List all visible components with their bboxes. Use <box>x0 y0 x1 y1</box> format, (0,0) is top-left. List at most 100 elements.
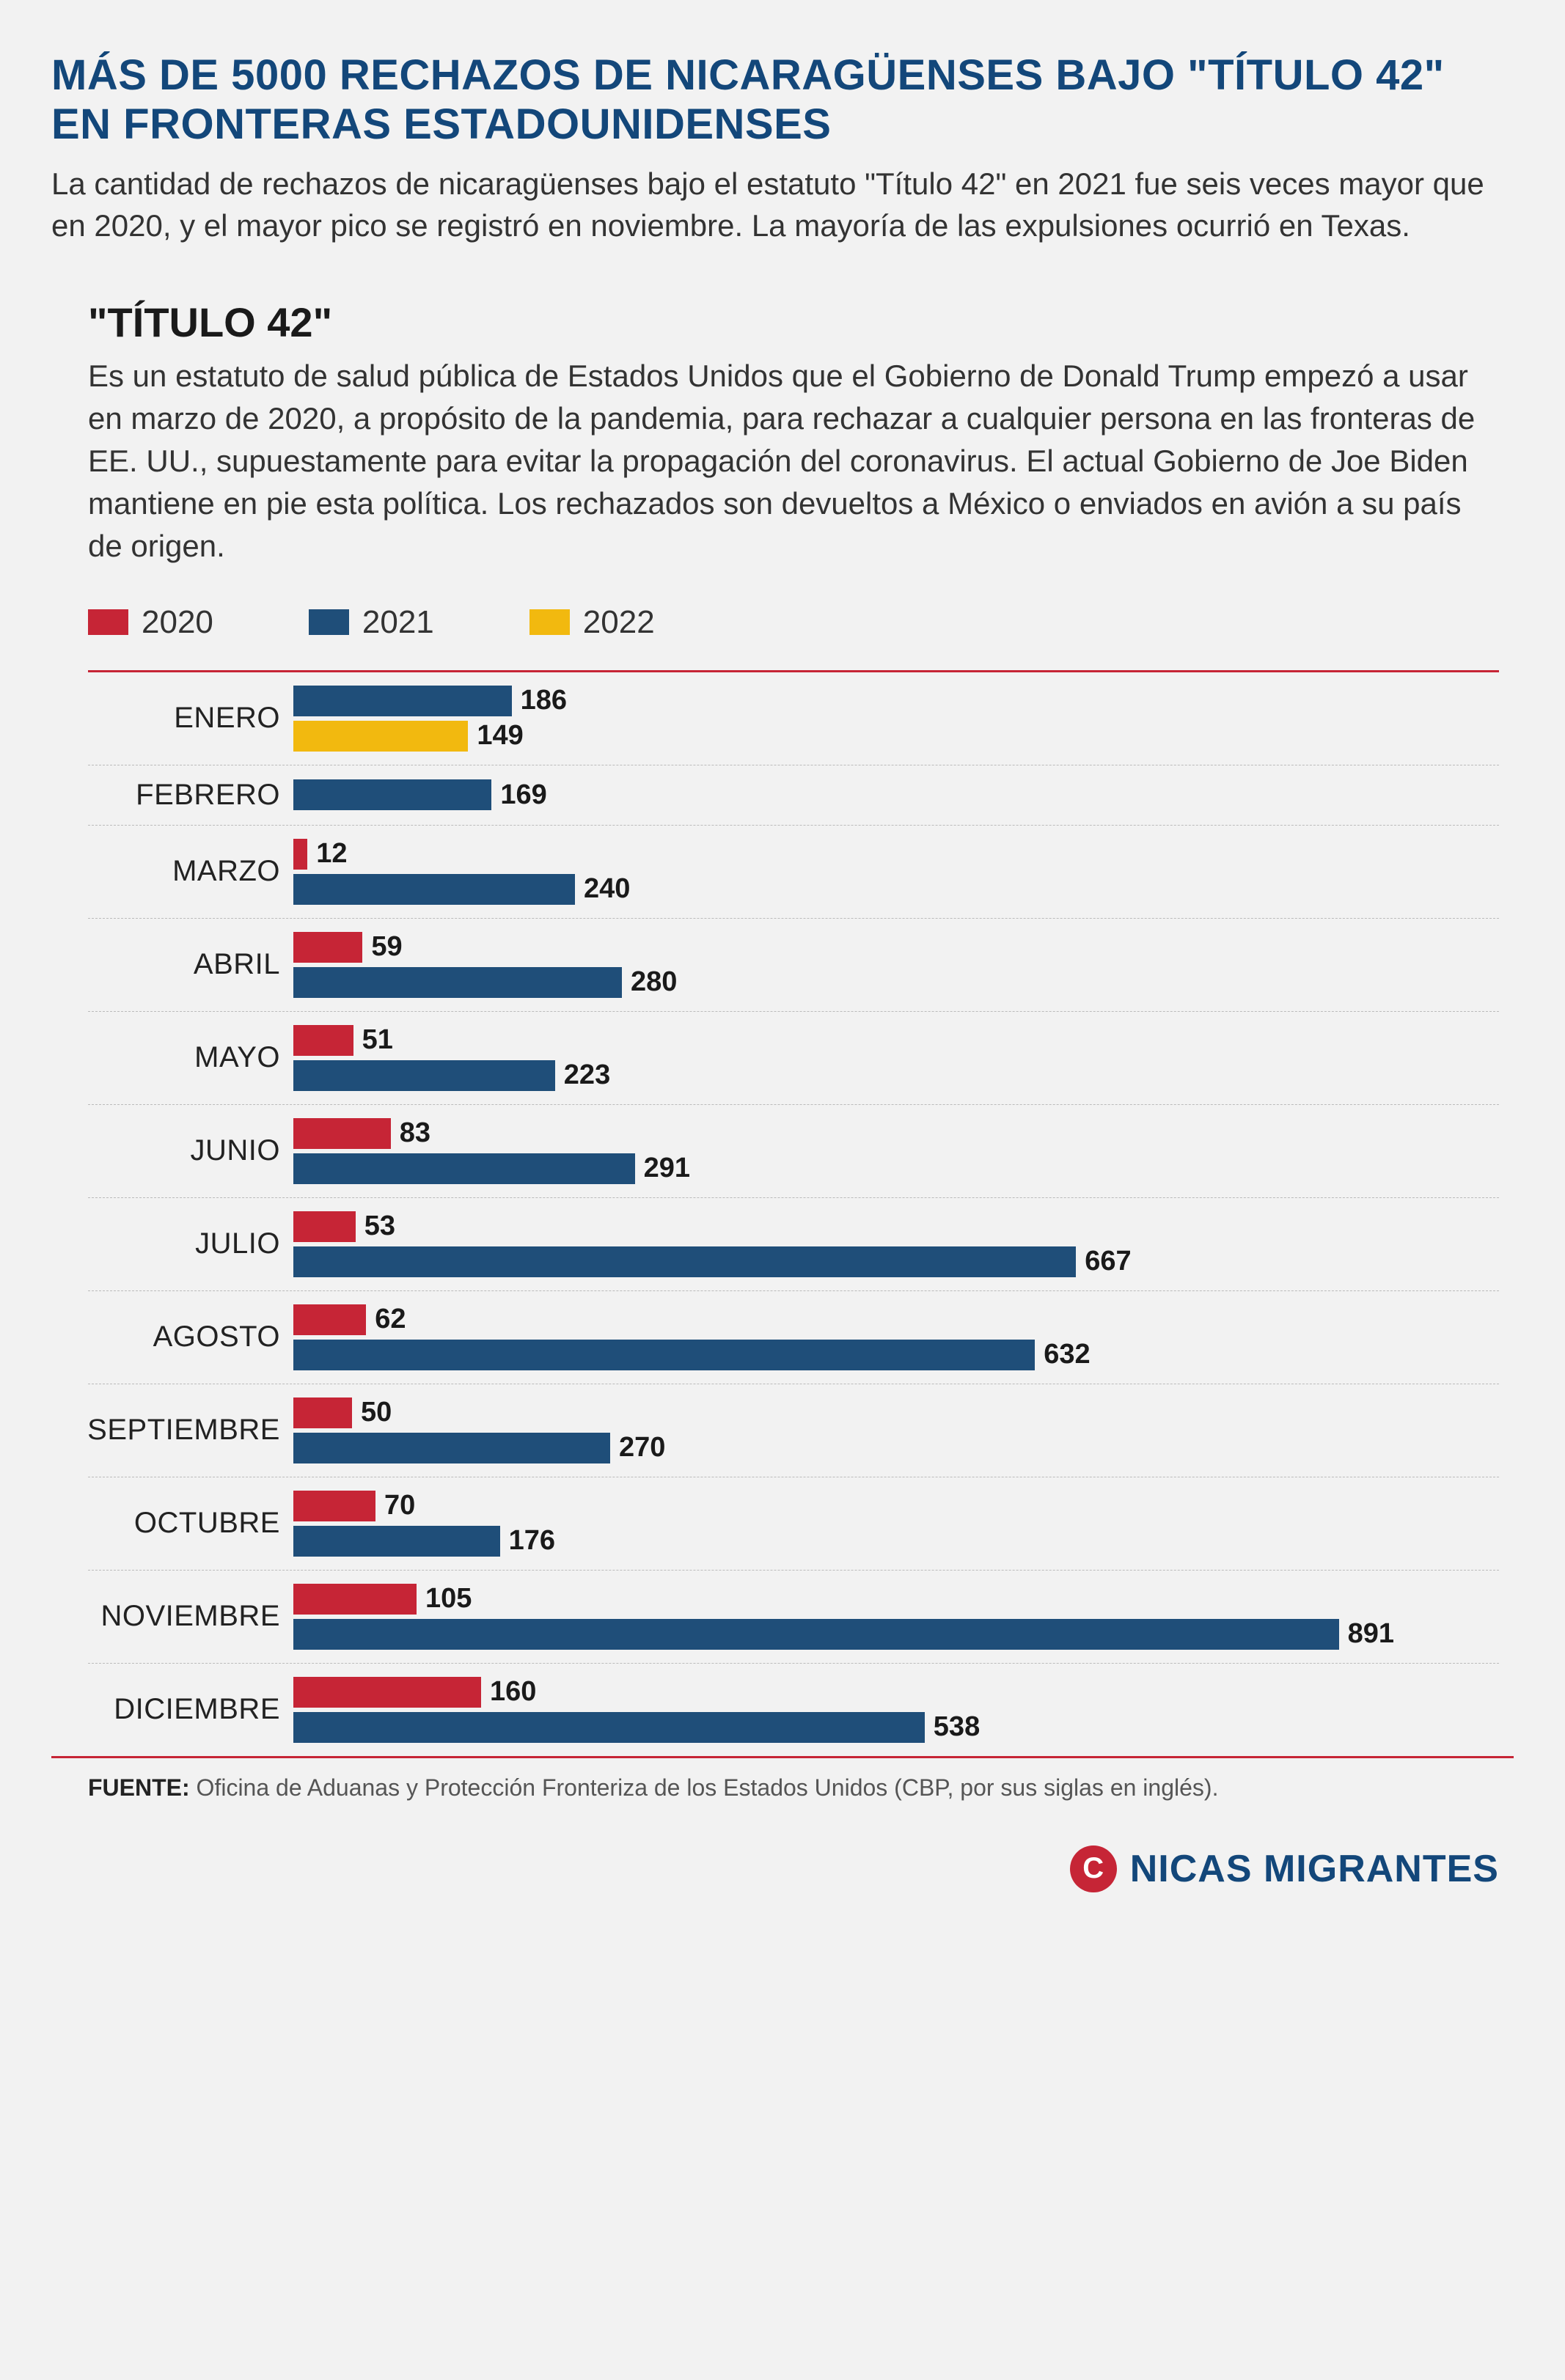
bar <box>293 1340 1035 1370</box>
bar-line-y2022: 149 <box>293 721 1499 752</box>
bars-group: 105891 <box>293 1584 1499 1650</box>
bar <box>293 686 512 716</box>
footer: C NICAS MIGRANTES <box>51 1845 1514 1892</box>
legend-swatch <box>309 609 349 635</box>
bar-line-y2020: 51 <box>293 1025 1499 1056</box>
chart-legend: 2020 2021 2022 <box>88 604 1514 641</box>
bar-line-y2021: 169 <box>293 779 1499 810</box>
source-line: FUENTE: Oficina de Aduanas y Protección … <box>88 1774 1514 1801</box>
month-row: JULIO 53 667 <box>88 1198 1499 1291</box>
month-label: ENERO <box>88 686 293 752</box>
month-row: JUNIO 83 291 <box>88 1105 1499 1198</box>
bar-value: 632 <box>1035 1339 1090 1370</box>
legend-label: 2022 <box>583 604 655 641</box>
bar <box>293 1153 635 1184</box>
bar-line-y2021: 291 <box>293 1153 1499 1184</box>
bars-group: 70 176 <box>293 1491 1499 1557</box>
bars-group: 53 667 <box>293 1211 1499 1277</box>
brand-name: NICAS MIGRANTES <box>1130 1847 1499 1891</box>
bar-value: 891 <box>1339 1618 1394 1650</box>
legend-item-y2020: 2020 <box>88 604 213 641</box>
bar <box>293 721 468 752</box>
bar <box>293 1491 375 1521</box>
bar <box>293 1619 1339 1650</box>
bar-line-y2020: 160 <box>293 1677 1499 1708</box>
bars-group: 59280 <box>293 932 1499 998</box>
bar <box>293 1246 1076 1277</box>
bar <box>293 1060 555 1091</box>
bar <box>293 839 307 870</box>
bar-value: 59 <box>362 931 402 963</box>
bar <box>293 1211 356 1242</box>
bar <box>293 1397 352 1428</box>
month-label: AGOSTO <box>88 1304 293 1370</box>
section-body: Es un estatuto de salud pública de Estad… <box>88 355 1499 568</box>
bar <box>293 779 491 810</box>
bar-line-y2021: 538 <box>293 1712 1499 1743</box>
month-row: OCTUBRE 70 176 <box>88 1477 1499 1571</box>
bar <box>293 967 622 998</box>
bar-line-y2021: 223 <box>293 1060 1499 1091</box>
bar <box>293 1025 353 1056</box>
bars-group: 169 <box>293 779 1499 812</box>
bar-value: 186 <box>512 685 567 716</box>
bars-group: 160538 <box>293 1677 1499 1743</box>
month-label: JUNIO <box>88 1118 293 1184</box>
bar-line-y2020: 62 <box>293 1304 1499 1335</box>
bar-value: 62 <box>366 1304 406 1335</box>
bar-value: 83 <box>391 1117 430 1149</box>
bar-chart: ENERO186149FEBRERO169MARZO12240ABRIL5928… <box>88 670 1499 1757</box>
bar <box>293 1584 417 1615</box>
bar-value: 667 <box>1076 1246 1131 1277</box>
brand-badge-icon: C <box>1070 1845 1117 1892</box>
month-label: NOVIEMBRE <box>88 1584 293 1650</box>
month-row: AGOSTO 62 632 <box>88 1291 1499 1384</box>
page-title: MÁS DE 5000 RECHAZOS DE NICARAGÜENSES BA… <box>51 51 1514 149</box>
month-label: SEPTIEMBRE <box>88 1397 293 1463</box>
legend-swatch <box>88 609 128 635</box>
chart-border-bottom <box>51 1756 1514 1758</box>
month-label: ABRIL <box>88 932 293 998</box>
bars-group: 62 632 <box>293 1304 1499 1370</box>
bar-line-y2020: 83 <box>293 1118 1499 1149</box>
bar <box>293 874 575 905</box>
month-row: MARZO12240 <box>88 826 1499 919</box>
month-label: JULIO <box>88 1211 293 1277</box>
bar-line-y2020: 70 <box>293 1491 1499 1521</box>
legend-item-y2022: 2022 <box>529 604 655 641</box>
bar <box>293 932 362 963</box>
bar-line-y2020: 53 <box>293 1211 1499 1242</box>
bar-line-y2021: 280 <box>293 967 1499 998</box>
bar-line-y2021: 186 <box>293 686 1499 716</box>
month-row: NOVIEMBRE105891 <box>88 1571 1499 1664</box>
bar-value: 176 <box>500 1525 555 1557</box>
legend-item-y2021: 2021 <box>309 604 434 641</box>
bar-value: 70 <box>375 1490 415 1521</box>
bar-value: 270 <box>610 1432 665 1463</box>
bar <box>293 1677 481 1708</box>
month-label: MARZO <box>88 839 293 905</box>
bars-group: 50270 <box>293 1397 1499 1463</box>
bar-line-y2020: 59 <box>293 932 1499 963</box>
month-label: FEBRERO <box>88 779 293 812</box>
bar-value: 160 <box>481 1676 536 1708</box>
source-text: Oficina de Aduanas y Protección Fronteri… <box>197 1774 1219 1801</box>
bar-line-y2021: 270 <box>293 1433 1499 1463</box>
bars-group: 83 291 <box>293 1118 1499 1184</box>
bar-value: 53 <box>356 1211 395 1242</box>
bar-value: 223 <box>555 1059 610 1091</box>
bar-value: 169 <box>491 779 546 811</box>
month-row: DICIEMBRE160538 <box>88 1664 1499 1757</box>
month-label: MAYO <box>88 1025 293 1091</box>
section-heading: "TÍTULO 42" <box>88 298 1514 346</box>
bar-value: 51 <box>353 1024 393 1056</box>
bar-value: 240 <box>575 873 630 905</box>
source-label: FUENTE: <box>88 1774 190 1801</box>
legend-swatch <box>529 609 570 635</box>
month-row: SEPTIEMBRE50270 <box>88 1384 1499 1477</box>
month-label: DICIEMBRE <box>88 1677 293 1743</box>
bar-line-y2021: 667 <box>293 1246 1499 1277</box>
bar-value: 291 <box>635 1153 690 1184</box>
bar <box>293 1118 391 1149</box>
month-label: OCTUBRE <box>88 1491 293 1557</box>
